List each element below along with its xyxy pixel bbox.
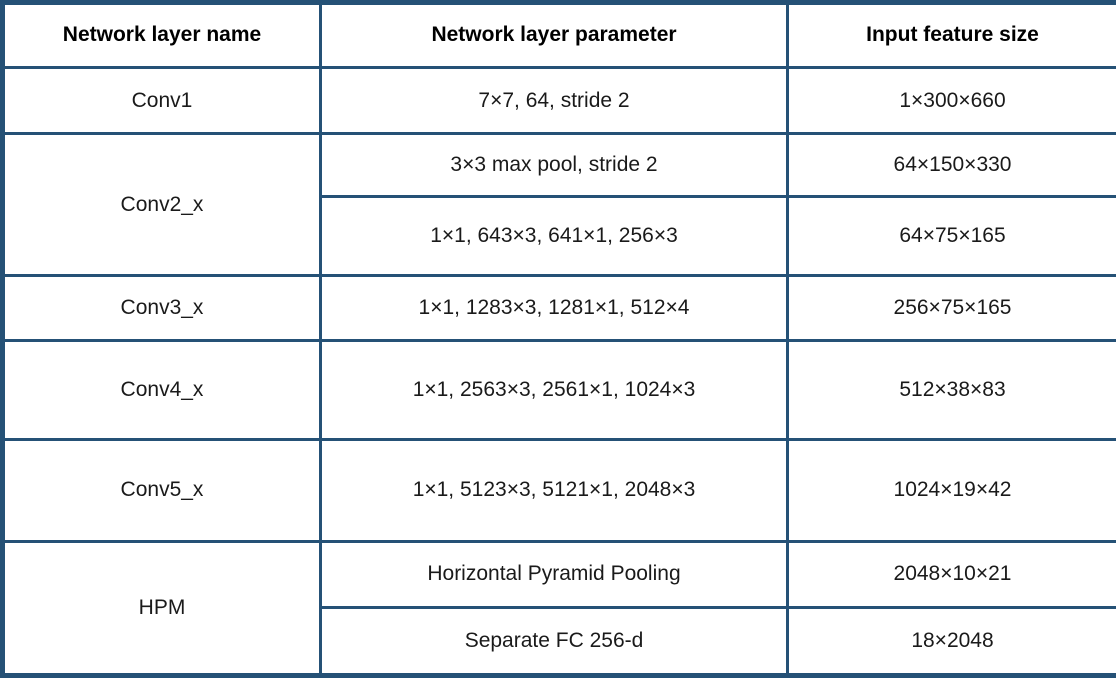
input-size-cell: 1024×19×42 (786, 437, 1116, 543)
header-cell-input-feature-size: Input feature size (786, 1, 1116, 69)
table-row-conv2-a: Conv2_x 3×3 max pool, stride 2 64×150×33… (1, 132, 1116, 277)
layer-parameter-cell: 7×7, 64, stride 2 (319, 65, 789, 136)
layer-name-cell: Conv4_x (1, 339, 322, 441)
layer-parameter-cell: 1×1, 643×3, 641×1, 256×3 (319, 195, 789, 277)
layer-parameter-cell: 1×1, 1283×3, 1281×1, 512×4 (319, 273, 789, 343)
layer-name-cell: Conv2_x (1, 132, 322, 277)
layer-name-cell: HPM (1, 539, 322, 678)
input-size-cell: 18×2048 (786, 606, 1116, 677)
input-size-cell: 1×300×660 (786, 65, 1116, 136)
table-row-conv3: Conv3_x 1×1, 1283×3, 1281×1, 512×4 256×7… (1, 273, 1116, 343)
table-row-conv2-b: 1×1, 643×3, 641×1, 256×3 64×75×165 (3, 195, 1116, 277)
header-cell-network-layer-parameter: Network layer parameter (319, 1, 789, 69)
table-header-row: Network layer name Network layer paramet… (1, 1, 1116, 69)
header-cell-network-layer-name: Network layer name (1, 1, 322, 69)
layer-name-cell: Conv5_x (1, 437, 322, 543)
input-size-cell: 256×75×165 (786, 273, 1116, 343)
input-size-cell: 512×38×83 (786, 339, 1116, 441)
layer-parameter-cell: Horizontal Pyramid Pooling (319, 539, 789, 610)
table-row-hpm-a: HPM Horizontal Pyramid Pooling 2048×10×2… (1, 539, 1116, 678)
layer-parameter-cell: 3×3 max pool, stride 2 (319, 132, 789, 198)
table-row-conv5: Conv5_x 1×1, 5123×3, 5121×1, 2048×3 1024… (1, 437, 1116, 543)
table-row-conv4: Conv4_x 1×1, 2563×3, 2561×1, 1024×3 512×… (1, 339, 1116, 441)
input-size-cell: 64×75×165 (786, 195, 1116, 277)
table-row-hpm-b: Separate FC 256-d 18×2048 (3, 606, 1116, 677)
layer-parameter-cell: Separate FC 256-d (319, 606, 789, 677)
table-row-conv1: Conv1 7×7, 64, stride 2 1×300×660 (1, 65, 1116, 136)
input-size-cell: 2048×10×21 (786, 539, 1116, 610)
layer-parameter-cell: 1×1, 5123×3, 5121×1, 2048×3 (319, 437, 789, 543)
layer-parameter-cell: 1×1, 2563×3, 2561×1, 1024×3 (319, 339, 789, 441)
input-size-cell: 64×150×330 (786, 132, 1116, 198)
layer-name-cell: Conv1 (1, 65, 322, 136)
layer-name-cell: Conv3_x (1, 273, 322, 343)
